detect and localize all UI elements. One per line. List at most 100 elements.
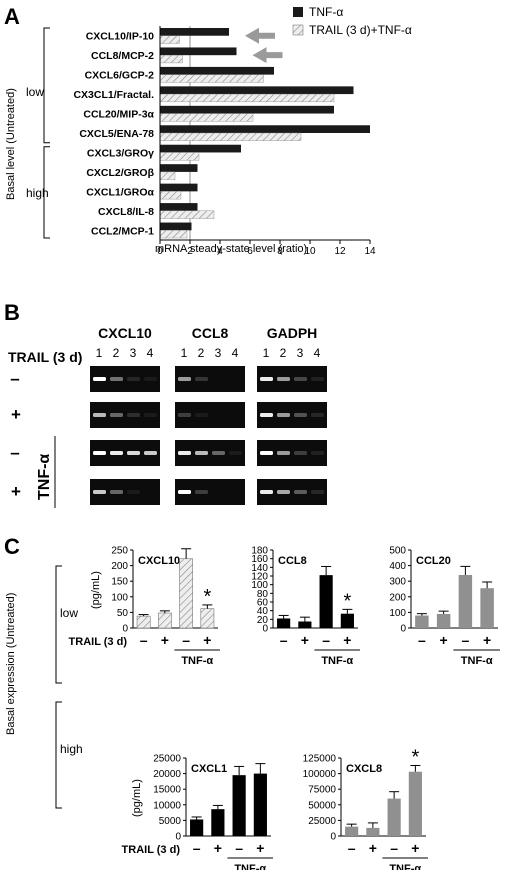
- y-tick-label: 0: [330, 832, 336, 843]
- category-label: CX3CL1/Fractal.: [73, 89, 154, 101]
- trail-sign: +: [301, 632, 309, 648]
- x-tick-label: 12: [334, 246, 346, 257]
- data-bar: [190, 819, 204, 836]
- y-tick-label: 400: [389, 561, 406, 572]
- chart-title: CXCL8: [346, 763, 382, 775]
- gel-band: [110, 377, 123, 381]
- y-axis-label: (pg/mL): [90, 571, 102, 609]
- trail-sign: –: [10, 443, 19, 462]
- gel-band: [178, 377, 191, 381]
- legend-swatch-tnf: [293, 7, 303, 17]
- y-tick-label: 25000: [308, 816, 336, 827]
- y-tick-label: 50: [117, 608, 129, 619]
- gel-band: [260, 377, 273, 381]
- category-label: CCL8/MCP-2: [91, 50, 154, 62]
- y-tick-label: 0: [122, 624, 128, 635]
- bar-tnf: [160, 164, 198, 172]
- data-bar: [366, 827, 380, 836]
- gel-band: [311, 413, 324, 417]
- y-tick-label: 180: [251, 546, 268, 557]
- lane-number: 1: [96, 346, 103, 360]
- gel-band: [294, 490, 307, 494]
- trail-sign: +: [440, 632, 448, 648]
- gel-band: [277, 377, 290, 381]
- data-bar: [157, 612, 172, 629]
- trail-sign: +: [411, 840, 419, 856]
- data-bar: [415, 615, 429, 628]
- y-tick-label: 10000: [153, 800, 181, 811]
- y-tick-label: 125000: [303, 754, 337, 765]
- lane-number: 4: [147, 346, 154, 360]
- bar-tnf: [160, 183, 198, 192]
- lane-number: 4: [232, 346, 239, 360]
- gel-title: GADPH: [267, 325, 318, 341]
- data-bar: [232, 775, 246, 836]
- y-tick-label: 100: [111, 592, 128, 603]
- panel-a-group-low: low: [26, 85, 44, 99]
- y-tick-label: 20000: [153, 769, 181, 780]
- lane-number: 1: [181, 346, 188, 360]
- trail-sign: +: [161, 632, 169, 648]
- panel-c-charts: Basal expression (Untreated) low high 0 5…: [5, 546, 500, 870]
- bar-tnf: [160, 125, 370, 133]
- y-tick-label: 100000: [303, 769, 337, 780]
- bar-tnf: [160, 203, 198, 211]
- arrow-icon: [252, 47, 283, 64]
- y-tick-label: 100: [389, 608, 406, 619]
- y-axis-label: (pg/mL): [131, 779, 143, 817]
- data-bar: [179, 558, 194, 629]
- x-tick-label: 2: [187, 246, 193, 257]
- significance-star: *: [343, 590, 351, 612]
- gel-band: [311, 377, 324, 381]
- chart-title: CXCL1: [191, 763, 227, 775]
- trail-sign: –: [418, 632, 426, 648]
- trail-sign: –: [280, 632, 288, 648]
- gel-band: [260, 451, 273, 455]
- y-tick-label: 20: [257, 615, 269, 626]
- trail-sign: +: [11, 405, 21, 424]
- y-tick-label: 0: [400, 624, 406, 635]
- panel-label-b: B: [4, 300, 20, 325]
- category-label: CCL2/MCP-1: [91, 225, 154, 237]
- bar-trail-tnf: [159, 132, 302, 141]
- y-tick-label: 0: [175, 832, 181, 843]
- gel-band: [178, 490, 191, 494]
- bar-trail-tnf: [159, 54, 183, 64]
- trail-label: TRAIL (3 d): [122, 844, 181, 856]
- y-tick-label: 15000: [153, 785, 181, 796]
- category-label: CXCL2/GROβ: [86, 167, 154, 179]
- trail-sign: +: [203, 632, 211, 648]
- data-bar: [253, 773, 267, 836]
- x-tick-label: 6: [247, 246, 253, 257]
- y-tick-label: 140: [251, 563, 268, 574]
- panel-b-trail-label: TRAIL (3 d): [8, 349, 82, 365]
- y-tick-label: 50000: [308, 800, 336, 811]
- trail-label: TRAIL (3 d): [69, 636, 128, 648]
- chart-title: CXCL10: [138, 555, 180, 567]
- x-tick-label: 4: [217, 246, 223, 257]
- gel-band: [110, 451, 123, 455]
- gel-band: [127, 451, 140, 455]
- gel-band: [195, 413, 208, 417]
- y-tick-label: 5000: [159, 816, 182, 827]
- trail-sign: –: [193, 840, 201, 856]
- gel-band: [195, 377, 208, 381]
- y-tick-label: 250: [111, 546, 128, 557]
- chart-title: CCL20: [416, 555, 451, 567]
- lane-number: 3: [215, 346, 222, 360]
- y-tick-label: 500: [389, 546, 406, 557]
- gel-band: [110, 490, 123, 494]
- lane-number: 3: [130, 346, 137, 360]
- bar-tnf: [160, 86, 354, 95]
- data-bar: [458, 574, 473, 628]
- bar-tnf: [160, 222, 192, 231]
- gel-band: [178, 451, 191, 455]
- data-bar: [345, 826, 359, 836]
- panel-c-group-axis-label: Basal expression (Untreated): [5, 593, 17, 735]
- gel-band: [93, 451, 106, 455]
- legend-label-trail-tnf: TRAIL (3 d)+TNF-α: [309, 23, 412, 37]
- data-bar: [387, 798, 401, 836]
- legend-label-tnf: TNF-α: [309, 5, 343, 19]
- bar-trail-tnf: [159, 35, 180, 44]
